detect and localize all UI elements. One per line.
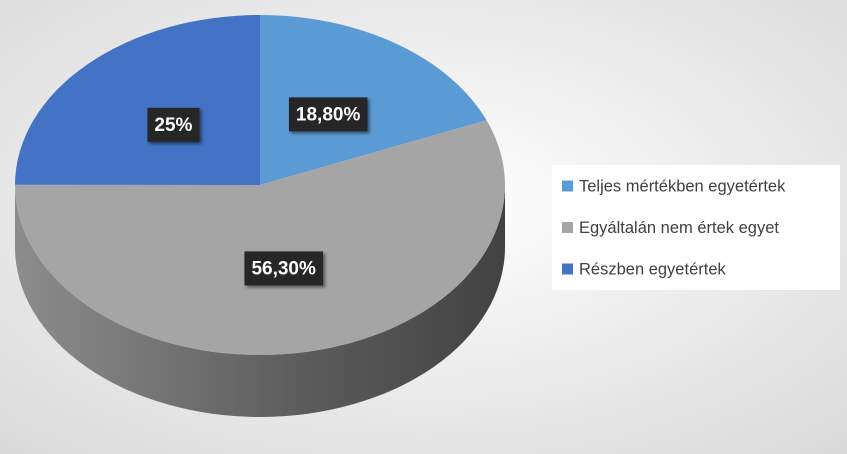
pie-slice [14,120,506,356]
legend-swatch [562,222,573,233]
legend-swatch [562,263,573,275]
legend-box [552,165,840,290]
legend-label: Teljes mértékben egyetértek [579,177,786,195]
value-label-group: 56,30% [244,251,324,286]
legend-label: Egyáltalán nem értek egyet [579,219,779,237]
value-label: 18,80% [296,104,361,125]
legend-swatch [562,180,573,192]
pie: 18,80% 56,30% 25% [14,15,506,417]
value-label-bg [288,97,368,132]
value-label-group: 18,80% [288,97,368,132]
value-label-bg [244,251,324,286]
value-label: 56,30% [251,258,316,279]
legend-label: Részben egyetértek [579,260,727,278]
value-label-group: 25% [147,107,200,142]
pie-slice [260,15,487,185]
value-label: 25% [154,115,192,136]
legend: Teljes mértékben egyetértek Egyáltalán ne… [562,177,786,278]
pie-slice [15,15,260,185]
pie-side-shade [15,185,505,417]
value-label-bg [147,107,200,142]
